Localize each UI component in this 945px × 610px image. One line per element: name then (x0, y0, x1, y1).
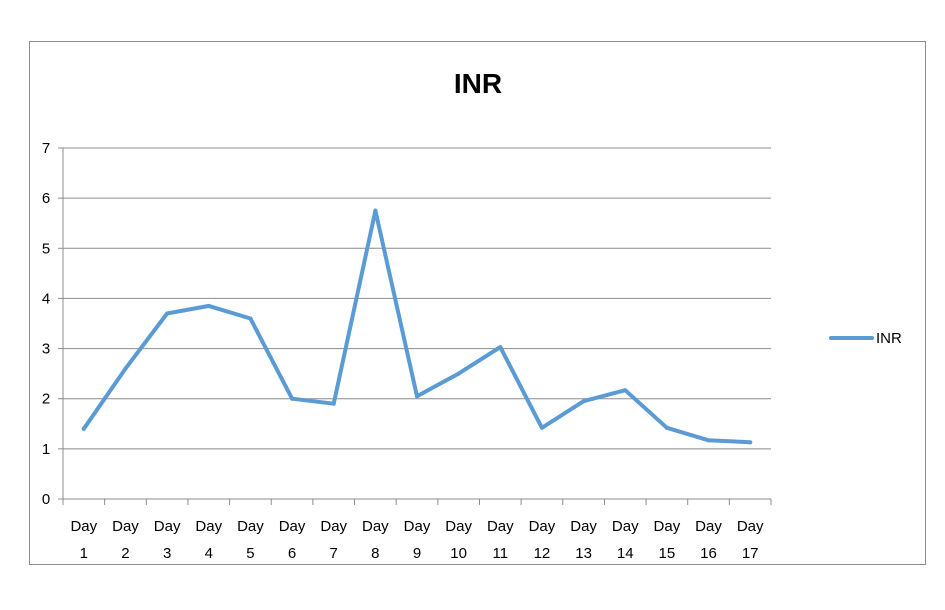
data-point (581, 399, 586, 404)
data-point (331, 401, 336, 406)
gridlines (63, 147, 771, 450)
data-point (498, 345, 503, 350)
data-point (373, 208, 378, 213)
x-tick-label: Day 2 (112, 518, 139, 562)
x-tick-label: Day 8 (362, 518, 389, 562)
y-tick-label: 6 (42, 190, 50, 207)
legend-label: INR (876, 330, 902, 347)
data-point (290, 396, 295, 401)
y-tick-label: 7 (42, 140, 50, 157)
x-tick-label: Day 5 (237, 518, 264, 562)
x-tick-label: Day 6 (279, 518, 306, 562)
y-axis-tick-labels: 0 1 2 3 4 5 6 7 (42, 140, 50, 508)
x-tick-label: Day 13 (570, 518, 597, 562)
x-tick-label: Day 1 (70, 518, 97, 562)
y-tick-label: 3 (42, 341, 50, 358)
y-tick-label: 2 (42, 391, 50, 408)
y-tick-label: 1 (42, 441, 50, 458)
x-tick-label: Day 11 (487, 518, 514, 562)
data-point (415, 394, 419, 399)
data-point (664, 425, 669, 430)
data-point (748, 440, 753, 445)
axes (58, 147, 772, 505)
x-tick-label: Day 4 (195, 518, 222, 562)
chart-title: INR (454, 68, 502, 99)
legend: INR (829, 330, 902, 347)
x-tick-label: Day 10 (445, 518, 472, 562)
x-tick-label: Day 9 (404, 518, 431, 562)
x-tick-label: Day 15 (654, 518, 681, 562)
data-point (539, 425, 544, 430)
series-layer (81, 208, 753, 445)
x-tick-label: Day 17 (737, 518, 764, 562)
data-point (623, 388, 628, 393)
data-point (123, 366, 128, 371)
x-tick-label: Day 12 (529, 518, 556, 562)
data-point (706, 438, 711, 443)
x-axis-tick-labels: Day 1 Day 2 Day 3 Day 4 Day 5 Day 6 Day 7 Day 8 Day 9 Day 1… (70, 518, 764, 562)
data-point (456, 371, 461, 376)
data-point (248, 316, 253, 321)
y-tick-label: 5 (42, 240, 50, 257)
x-tick-label: Day 14 (612, 518, 639, 562)
data-point (81, 426, 86, 431)
x-tick-label: Day 7 (320, 518, 347, 562)
x-tick-label: Day 3 (154, 518, 181, 562)
data-point (165, 311, 170, 316)
y-tick-label: 4 (42, 290, 50, 307)
x-tick-label: Day 16 (695, 518, 722, 562)
y-tick-label: 0 (42, 491, 50, 508)
data-point (206, 303, 211, 308)
series-line-inr (81, 208, 753, 445)
